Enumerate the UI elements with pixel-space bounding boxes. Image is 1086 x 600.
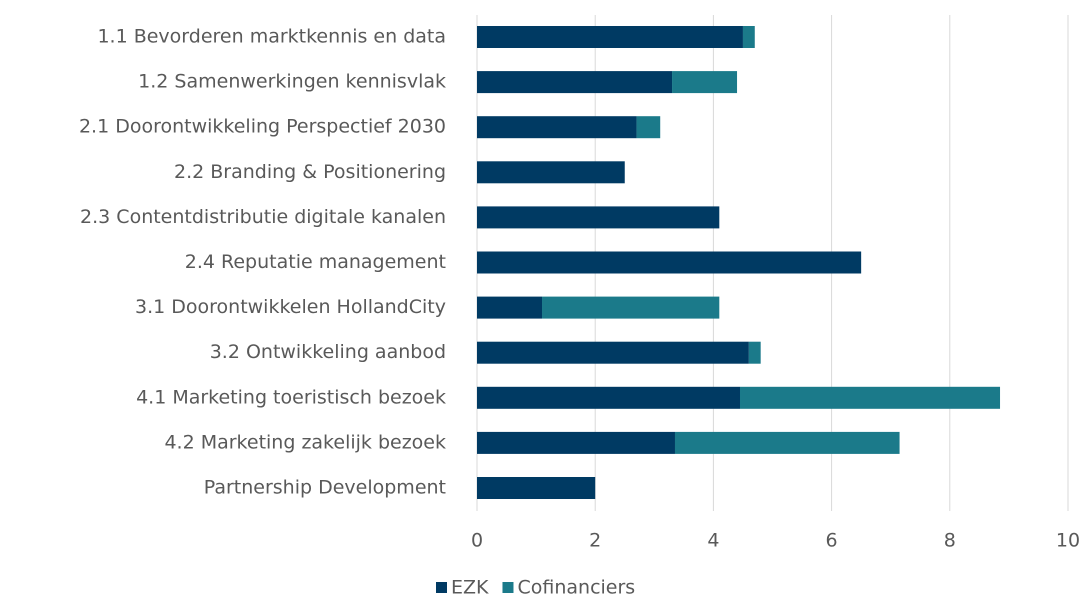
x-tick-label: 10: [1056, 530, 1080, 552]
y-tick-label: Partnership Development: [204, 477, 446, 499]
y-tick-label: 1.1 Bevorderen marktkennis en data: [97, 26, 446, 48]
bar: [742, 26, 755, 48]
y-tick-label: 3.2 Ontwikkeling aanbod: [210, 341, 446, 363]
legend-swatch: [436, 582, 447, 593]
x-tick-label: 2: [589, 530, 601, 552]
bar: [672, 71, 738, 94]
bar: [477, 296, 543, 319]
y-tick-label: 2.2 Branding & Positionering: [174, 161, 446, 183]
bar: [636, 116, 661, 139]
bar: [477, 341, 749, 364]
y-tick-label: 2.4 Reputatie management: [185, 251, 446, 273]
legend-label: EZK: [451, 577, 489, 597]
x-tick-label: 4: [707, 530, 719, 552]
x-tick-label: 0: [471, 530, 483, 552]
bar: [477, 431, 675, 454]
y-tick-label: 3.1 Doorontwikkelen HollandCity: [135, 296, 446, 318]
bar: [477, 386, 740, 409]
bar: [674, 431, 900, 454]
y-tick-label: 2.1 Doorontwikkeling Perspectief 2030: [79, 116, 446, 138]
bar: [477, 71, 673, 94]
y-tick-label: 2.3 Contentdistributie digitale kanalen: [80, 206, 446, 228]
bar: [477, 26, 743, 48]
y-tick-label: 4.1 Marketing toeristisch bezoek: [136, 386, 446, 408]
legend-label: Cofinanciers: [517, 577, 635, 597]
bar: [477, 116, 637, 139]
y-tick-label: 1.2 Samenwerkingen kennisvlak: [138, 71, 446, 93]
y-tick-label: 4.2 Marketing zakelijk bezoek: [164, 431, 446, 453]
bar: [739, 386, 1001, 409]
bar: [748, 341, 761, 364]
bar: [542, 296, 720, 319]
x-tick-label: 6: [826, 530, 838, 552]
bar: [477, 161, 625, 184]
bar: [477, 477, 596, 499]
x-tick-label: 8: [944, 530, 956, 552]
bar: [477, 206, 720, 229]
legend-swatch: [502, 582, 514, 593]
bar: [477, 251, 862, 274]
